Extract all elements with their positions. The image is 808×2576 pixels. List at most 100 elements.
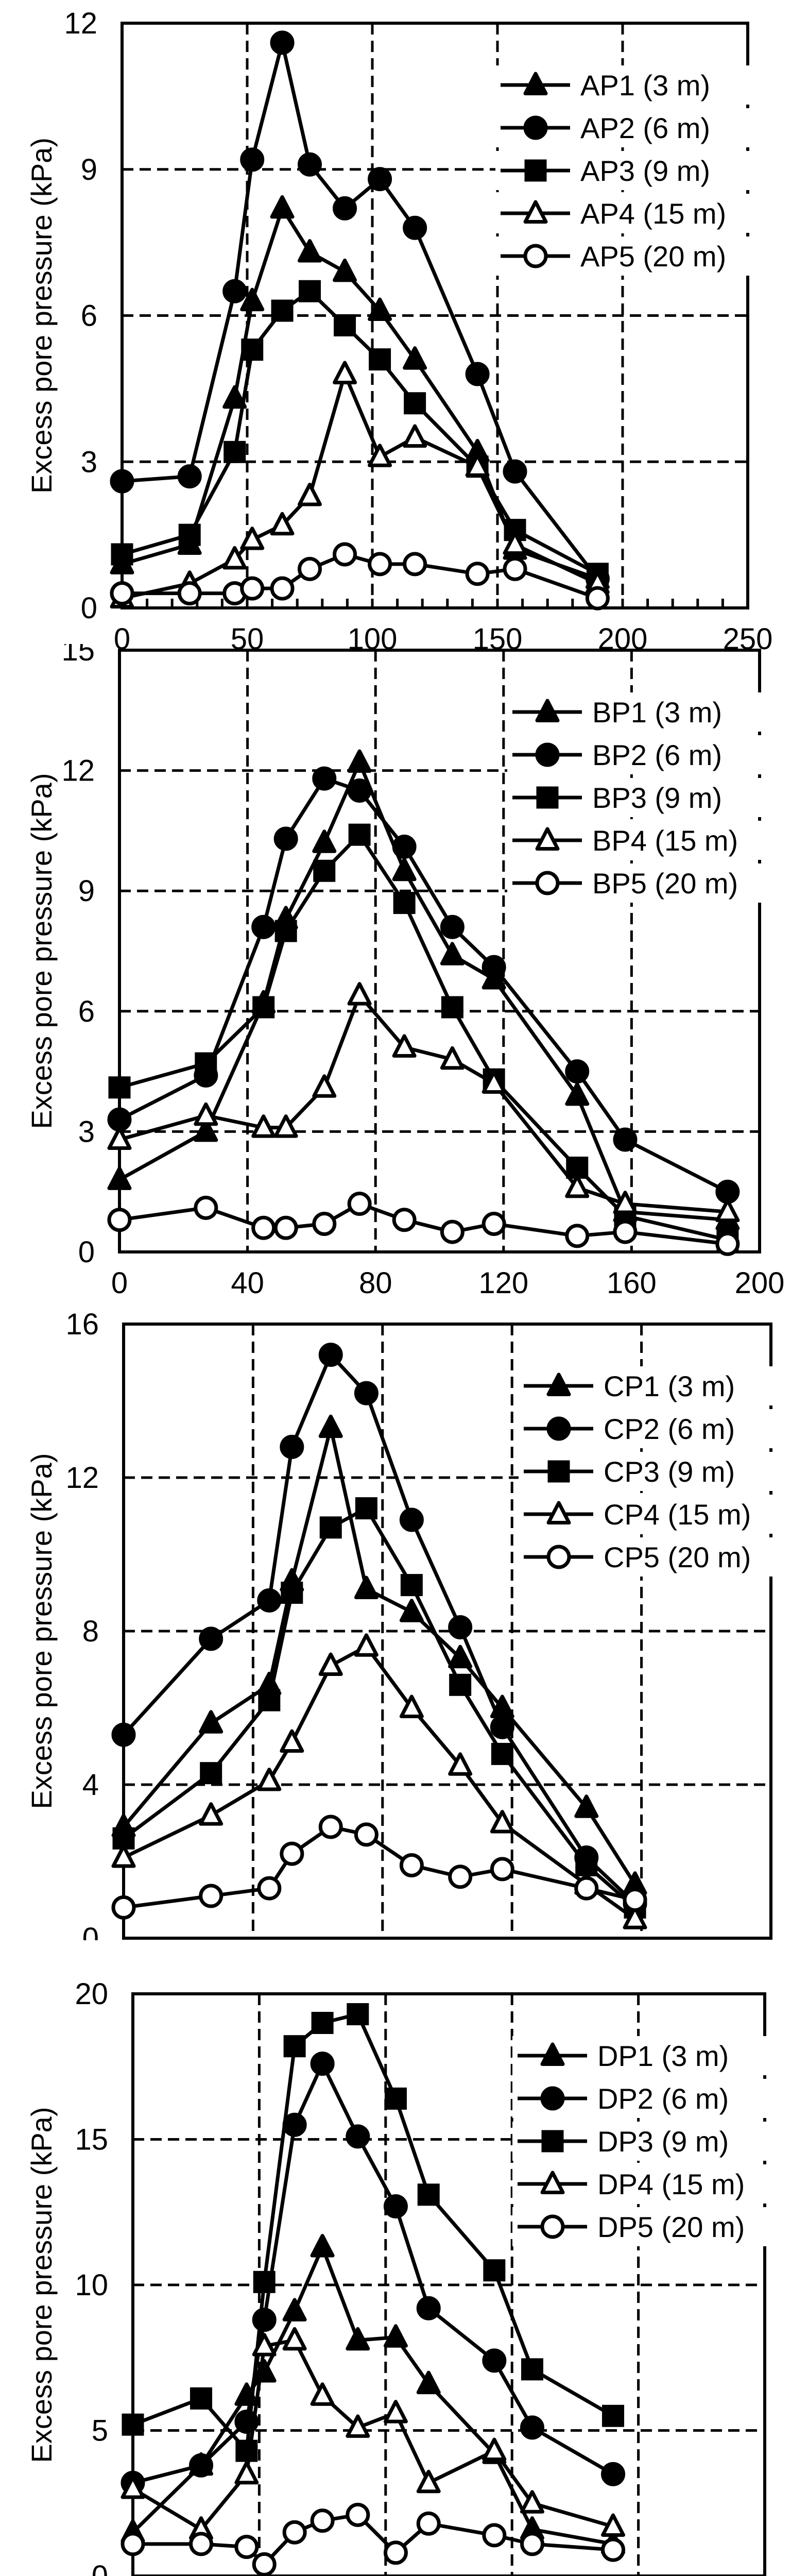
data-point bbox=[347, 778, 372, 803]
data-point bbox=[490, 1857, 514, 1882]
data-point bbox=[346, 2414, 370, 2438]
legend-label: DP1 (3 m) bbox=[597, 2040, 729, 2072]
data-point bbox=[347, 982, 372, 1006]
legend-marker bbox=[523, 200, 548, 224]
legend-label: DP3 (9 m) bbox=[597, 2125, 729, 2158]
series-line bbox=[119, 993, 728, 1214]
chart-panel-d: 05010015020025005101520Time (d)Excess po… bbox=[0, 1958, 808, 2576]
y-tick-label: 3 bbox=[81, 445, 97, 479]
series-4 bbox=[107, 982, 740, 1223]
legend-item: DP2 (6 m) bbox=[512, 2079, 770, 2118]
data-point bbox=[270, 576, 295, 601]
data-point bbox=[448, 1615, 473, 1640]
plot-frame bbox=[122, 1323, 772, 1940]
data-point bbox=[399, 1599, 424, 1622]
data-point bbox=[251, 1215, 276, 1240]
legend-label: CP4 (15 m) bbox=[604, 1498, 751, 1531]
data-point bbox=[482, 955, 506, 979]
legend-marker bbox=[546, 1372, 571, 1396]
data-point bbox=[520, 2490, 544, 2514]
x-tick-label: 200 bbox=[735, 1266, 785, 1296]
data-point bbox=[399, 1694, 424, 1718]
data-point bbox=[482, 2523, 507, 2548]
data-point bbox=[240, 576, 265, 601]
data-point bbox=[383, 2194, 408, 2218]
data-point bbox=[274, 920, 297, 942]
legend-label: CP2 (6 m) bbox=[604, 1413, 735, 1445]
data-point bbox=[354, 1633, 379, 1657]
legend-label: BP1 (3 m) bbox=[592, 696, 722, 728]
data-point bbox=[311, 2012, 334, 2034]
data-point bbox=[565, 1224, 590, 1248]
data-point bbox=[252, 2333, 277, 2357]
data-point bbox=[107, 1208, 132, 1232]
legend-label: CP3 (9 m) bbox=[604, 1455, 735, 1488]
data-point bbox=[483, 2259, 506, 2282]
data-point bbox=[312, 1211, 337, 1236]
legend-marker bbox=[536, 786, 559, 809]
legend-item: BP2 (6 m) bbox=[507, 735, 765, 774]
data-point bbox=[273, 1215, 298, 1240]
data-point bbox=[280, 1729, 304, 1753]
data-point bbox=[318, 1652, 343, 1676]
data-point bbox=[251, 1114, 276, 1138]
data-point bbox=[310, 2382, 335, 2406]
legend-marker bbox=[535, 699, 560, 722]
data-point bbox=[199, 1710, 224, 1734]
x-tick-label: 0 bbox=[114, 622, 130, 652]
y-tick-label: 8 bbox=[82, 1615, 99, 1648]
series-4 bbox=[111, 1633, 647, 1929]
y-axis-title: Excess pore pressure (kPa) bbox=[25, 138, 58, 494]
data-point bbox=[601, 2462, 626, 2486]
data-point bbox=[490, 1715, 514, 1739]
data-point bbox=[194, 1118, 218, 1142]
data-point bbox=[383, 2324, 408, 2348]
data-point bbox=[222, 385, 247, 409]
legend-marker bbox=[547, 1460, 570, 1483]
data-point bbox=[491, 1742, 513, 1765]
data-point bbox=[416, 2469, 441, 2494]
data-point bbox=[613, 1127, 638, 1152]
legend-item: AP3 (9 m) bbox=[495, 151, 753, 190]
legend-label: DP4 (15 m) bbox=[597, 2168, 745, 2200]
data-point bbox=[368, 552, 392, 577]
legend-label: AP5 (20 m) bbox=[580, 240, 726, 273]
legend-marker bbox=[546, 1545, 571, 1569]
legend-item: CP5 (20 m) bbox=[519, 1537, 776, 1577]
data-point bbox=[490, 1810, 514, 1834]
data-point bbox=[404, 392, 426, 415]
legend-marker bbox=[546, 1501, 571, 1524]
data-point bbox=[253, 2270, 276, 2293]
legend-label: AP2 (6 m) bbox=[580, 112, 710, 144]
data-point bbox=[312, 766, 337, 791]
grid bbox=[124, 1324, 771, 1938]
data-point bbox=[111, 1722, 136, 1747]
data-point bbox=[178, 523, 201, 546]
data-point bbox=[257, 1876, 282, 1901]
data-point bbox=[108, 1076, 131, 1099]
data-point bbox=[310, 2234, 335, 2258]
data-point bbox=[194, 1102, 218, 1126]
x-tick-label: 0 bbox=[111, 1266, 128, 1296]
data-point bbox=[298, 152, 322, 177]
data-point bbox=[313, 859, 336, 882]
data-point bbox=[273, 1114, 298, 1138]
y-tick-label: 5 bbox=[92, 2414, 108, 2448]
data-point bbox=[417, 2183, 440, 2206]
legend-marker bbox=[524, 159, 547, 182]
data-point bbox=[368, 167, 392, 192]
data-point bbox=[368, 444, 392, 467]
data-point bbox=[482, 2348, 507, 2373]
x-tick-label: 100 bbox=[348, 622, 398, 652]
x-tick-label: 40 bbox=[231, 1266, 264, 1296]
data-point bbox=[298, 556, 322, 581]
legend: BP1 (3 m) BP2 (6 m) BP3 (9 m) BP4 (15 m) BP5… bbox=[507, 692, 765, 903]
data-point bbox=[465, 362, 490, 386]
legend-item: DP3 (9 m) bbox=[512, 2122, 770, 2161]
data-point bbox=[354, 1575, 379, 1600]
series-5 bbox=[111, 1815, 647, 1920]
series-2 bbox=[110, 30, 610, 591]
data-point bbox=[298, 482, 322, 506]
data-point bbox=[482, 2437, 507, 2462]
y-tick-label: 6 bbox=[78, 995, 95, 1028]
